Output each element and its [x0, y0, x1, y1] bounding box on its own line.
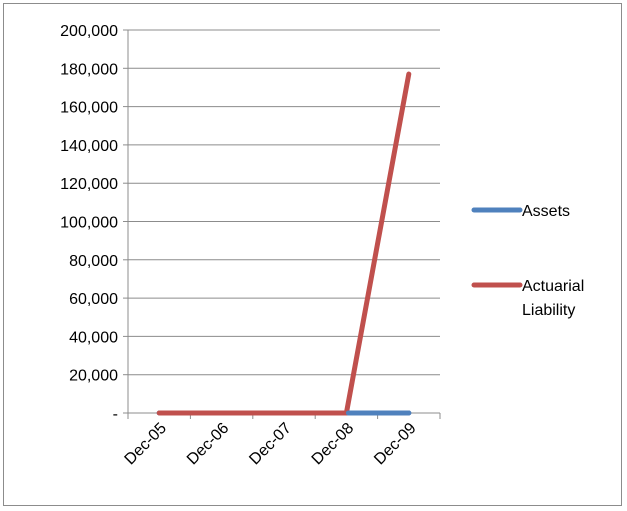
y-tick-label: 100,000 — [60, 215, 118, 232]
legend-label: Actuarial — [522, 278, 584, 295]
y-tick-label: 40,000 — [69, 329, 118, 346]
x-tick-label: Dec-07 — [246, 420, 295, 469]
x-tick-label: Dec-06 — [184, 420, 233, 469]
y-tick-label: 120,000 — [60, 176, 118, 193]
y-tick-label: 20,000 — [69, 368, 118, 385]
y-tick-label: 160,000 — [60, 100, 118, 117]
y-tick-label: 80,000 — [69, 253, 118, 270]
y-axis-tick-labels: - 20,000 40,000 60,000 80,000 100,000 120,000 1… — [60, 23, 118, 423]
chart-frame — [3, 3, 622, 506]
y-tick-label: 140,000 — [60, 138, 118, 155]
legend-label: Liability — [522, 302, 575, 319]
x-tick-label: Dec-05 — [122, 420, 171, 469]
x-tick-label: Dec-08 — [309, 420, 358, 469]
series-line-actuarial-liability — [156, 71, 412, 416]
y-tick-label: - — [113, 406, 118, 423]
gridlines — [128, 29, 440, 376]
axes — [123, 29, 441, 419]
legend: Assets Actuarial Liability — [471, 203, 584, 319]
y-tick-label: 60,000 — [69, 291, 118, 308]
x-axis-tick-labels: Dec-05 Dec-06 Dec-07 Dec-08 Dec-09 — [122, 420, 420, 469]
x-tick-label: Dec-09 — [371, 420, 420, 469]
y-tick-label: 180,000 — [60, 61, 118, 78]
y-tick-label: 200,000 — [60, 23, 118, 40]
series-lines — [156, 71, 412, 416]
legend-label: Assets — [522, 203, 570, 220]
